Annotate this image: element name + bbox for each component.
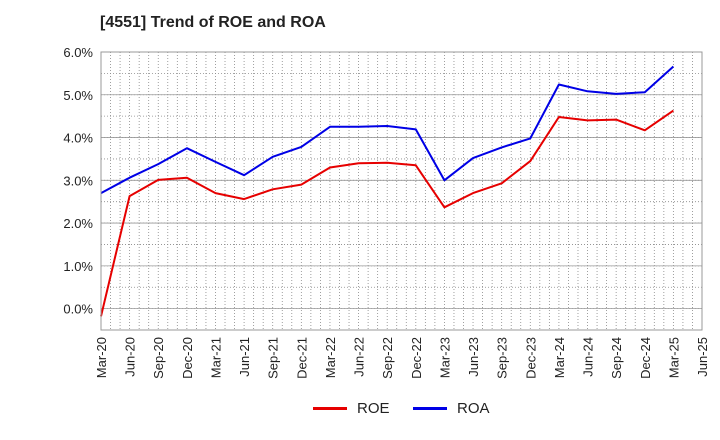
y-tick-label: 1.0%	[63, 259, 93, 274]
legend-label-roe: ROE	[357, 400, 390, 417]
x-tick-label: Mar-22	[323, 337, 338, 378]
y-tick-label: 6.0%	[63, 45, 93, 60]
legend-swatch-roa	[413, 407, 447, 410]
series-lines	[100, 65, 675, 317]
y-tick-label: 3.0%	[63, 173, 93, 188]
y-tick-label: 4.0%	[63, 131, 93, 146]
legend-swatch-roe	[313, 407, 347, 410]
grid-lines	[101, 51, 702, 330]
x-tick-label: Jun-24	[581, 337, 596, 377]
series-line-roa	[100, 65, 675, 194]
y-tick-label: 5.0%	[63, 88, 93, 103]
x-tick-label: Dec-21	[294, 337, 309, 379]
x-tick-label: Jun-22	[352, 337, 367, 377]
x-tick-label: Sep-24	[609, 337, 624, 379]
chart-title: [4551] Trend of ROE and ROA	[100, 14, 326, 31]
x-tick-label: Mar-25	[666, 337, 681, 378]
x-tick-label: Dec-20	[180, 337, 195, 379]
y-axis: 0.0% 1.0% 2.0% 3.0% 4.0% 5.0% 6.0%	[63, 45, 93, 317]
x-tick-label: Jun-20	[123, 337, 138, 377]
x-tick-label: Jun-23	[466, 337, 481, 377]
x-tick-label: Dec-24	[638, 337, 653, 379]
x-tick-label: Sep-23	[495, 337, 510, 379]
x-tick-label: Mar-23	[437, 337, 452, 378]
x-tick-label: Sep-21	[266, 337, 281, 379]
y-tick-label: 0.0%	[63, 302, 93, 317]
legend-item-roa: ROA	[413, 400, 490, 417]
x-tick-label: Sep-22	[380, 337, 395, 379]
x-tick-label: Mar-20	[94, 337, 109, 378]
x-tick-label: Jun-25	[695, 337, 710, 377]
x-axis: Mar-20 Jun-20 Sep-20 Dec-20 Mar-21 Jun-21 Sep-…	[94, 337, 710, 379]
plot-frame	[100, 51, 703, 331]
x-tick-label: Mar-24	[552, 337, 567, 378]
x-tick-label: Sep-20	[151, 337, 166, 379]
series-line-roe	[100, 109, 674, 317]
legend: ROE ROA	[0, 400, 720, 430]
x-tick-label: Dec-22	[409, 337, 424, 379]
x-tick-label: Dec-23	[523, 337, 538, 379]
legend-item-roe: ROE	[313, 400, 390, 417]
legend-label-roa: ROA	[457, 400, 490, 417]
x-tick-label: Jun-21	[237, 337, 252, 377]
x-tick-label: Mar-21	[208, 337, 223, 378]
y-tick-label: 2.0%	[63, 216, 93, 231]
